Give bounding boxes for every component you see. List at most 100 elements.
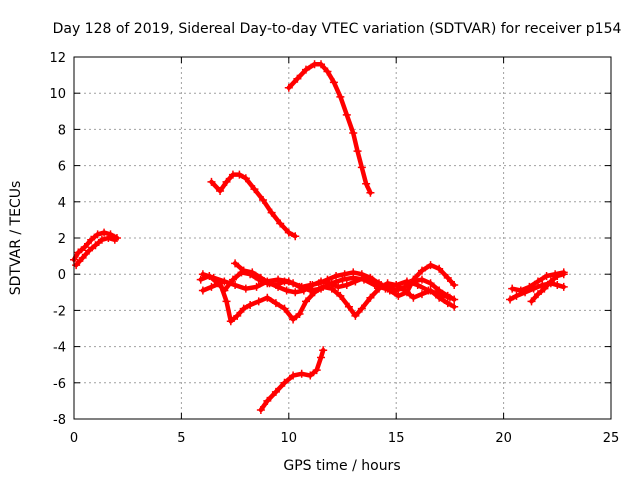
data-point-marker <box>317 284 326 293</box>
data-point-marker <box>553 272 562 281</box>
grid-lines <box>74 57 611 419</box>
data-point-marker <box>100 228 109 237</box>
data-point-marker <box>366 293 375 302</box>
data-point-marker <box>220 277 229 286</box>
data-point-marker <box>97 235 106 244</box>
data-point-marker <box>267 208 276 217</box>
data-point-marker <box>259 195 268 204</box>
series-track-9 <box>198 270 454 302</box>
data-point-marker <box>306 371 315 380</box>
data-point-marker <box>349 129 358 138</box>
data-point-marker <box>271 387 280 396</box>
data-point-marker <box>235 170 244 179</box>
series-track-11 <box>508 268 568 295</box>
data-point-marker <box>256 273 265 282</box>
data-point-marker <box>297 369 306 378</box>
data-point-marker <box>241 174 250 183</box>
data-point-marker <box>110 235 119 244</box>
data-point-marker <box>409 293 418 302</box>
data-point-marker <box>317 277 326 286</box>
data-point-marker <box>443 299 452 308</box>
data-point-marker <box>280 378 289 387</box>
data-point-marker <box>402 277 411 286</box>
data-point-marker <box>323 67 332 76</box>
data-point-marker <box>91 241 100 250</box>
data-point-marker <box>338 275 347 284</box>
y-axis-title: SDTVAR / TECUs <box>8 181 24 296</box>
series-track-3 <box>207 170 300 241</box>
data-point-marker <box>317 353 326 362</box>
series-line <box>286 61 373 196</box>
series-line <box>258 347 326 413</box>
y-tick-label: 0 <box>58 268 66 283</box>
data-point-marker <box>336 92 345 101</box>
data-point-marker <box>80 243 89 252</box>
data-point-marker <box>207 177 216 186</box>
data-point-marker <box>289 371 298 380</box>
data-point-marker <box>344 302 353 311</box>
data-point-marker <box>222 297 231 306</box>
x-tick-label: 20 <box>495 431 512 446</box>
data-point-marker <box>198 286 207 295</box>
data-point-marker <box>226 317 235 326</box>
y-tick-label: 12 <box>49 51 66 66</box>
data-point-marker <box>308 281 317 290</box>
data-point-marker <box>87 235 96 244</box>
data-point-marker <box>424 286 433 295</box>
data-point-marker <box>222 177 231 186</box>
data-point-marker <box>209 273 218 282</box>
data-point-marker <box>74 248 83 257</box>
data-point-marker <box>525 282 534 291</box>
data-point-marker <box>353 147 362 156</box>
data-point-marker <box>559 282 568 291</box>
data-point-marker <box>435 290 444 299</box>
data-point-marker <box>246 300 255 309</box>
data-point-marker <box>540 284 549 293</box>
y-tick-label: -8 <box>53 413 66 428</box>
data-point-marker <box>553 281 562 290</box>
data-point-marker <box>508 284 517 293</box>
data-point-marker <box>241 284 250 293</box>
data-point-marker <box>276 219 285 228</box>
data-point-marker <box>263 293 272 302</box>
data-point-marker <box>231 259 240 268</box>
data-point-marker <box>327 279 336 288</box>
data-point-marker <box>306 286 315 295</box>
y-tick-label: 8 <box>58 123 66 138</box>
data-point-marker <box>542 272 551 281</box>
data-point-marker <box>357 304 366 313</box>
data-point-marker <box>239 304 248 313</box>
data-point-marker <box>291 232 300 241</box>
data-point-marker <box>250 185 259 194</box>
data-point-marker <box>295 310 304 319</box>
data-point-marker <box>435 264 444 273</box>
data-series <box>70 60 568 414</box>
chart-title: Day 128 of 2019, Sidereal Day-to-day VTE… <box>53 21 622 37</box>
data-point-marker <box>85 246 94 255</box>
data-point-marker <box>381 284 390 293</box>
data-point-marker <box>284 277 293 286</box>
data-point-marker <box>301 297 310 306</box>
y-tick-label: -4 <box>53 341 66 356</box>
data-point-marker <box>291 288 300 297</box>
data-point-marker <box>198 270 207 279</box>
data-point-marker <box>280 304 289 313</box>
data-point-marker <box>426 279 435 288</box>
data-point-marker <box>252 282 261 291</box>
data-point-marker <box>78 253 87 262</box>
data-point-marker <box>443 273 452 282</box>
x-tick-label: 25 <box>603 431 620 446</box>
data-point-marker <box>394 291 403 300</box>
data-point-marker <box>289 315 298 324</box>
data-point-marker <box>450 302 459 311</box>
data-point-marker <box>417 290 426 299</box>
y-tick-label: 2 <box>58 232 66 247</box>
data-point-marker <box>370 281 379 290</box>
data-point-marker <box>239 266 248 275</box>
data-point-marker <box>516 286 525 295</box>
data-point-marker <box>284 83 293 92</box>
data-point-marker <box>72 261 81 270</box>
data-point-marker <box>231 281 240 290</box>
data-point-marker <box>546 277 555 286</box>
